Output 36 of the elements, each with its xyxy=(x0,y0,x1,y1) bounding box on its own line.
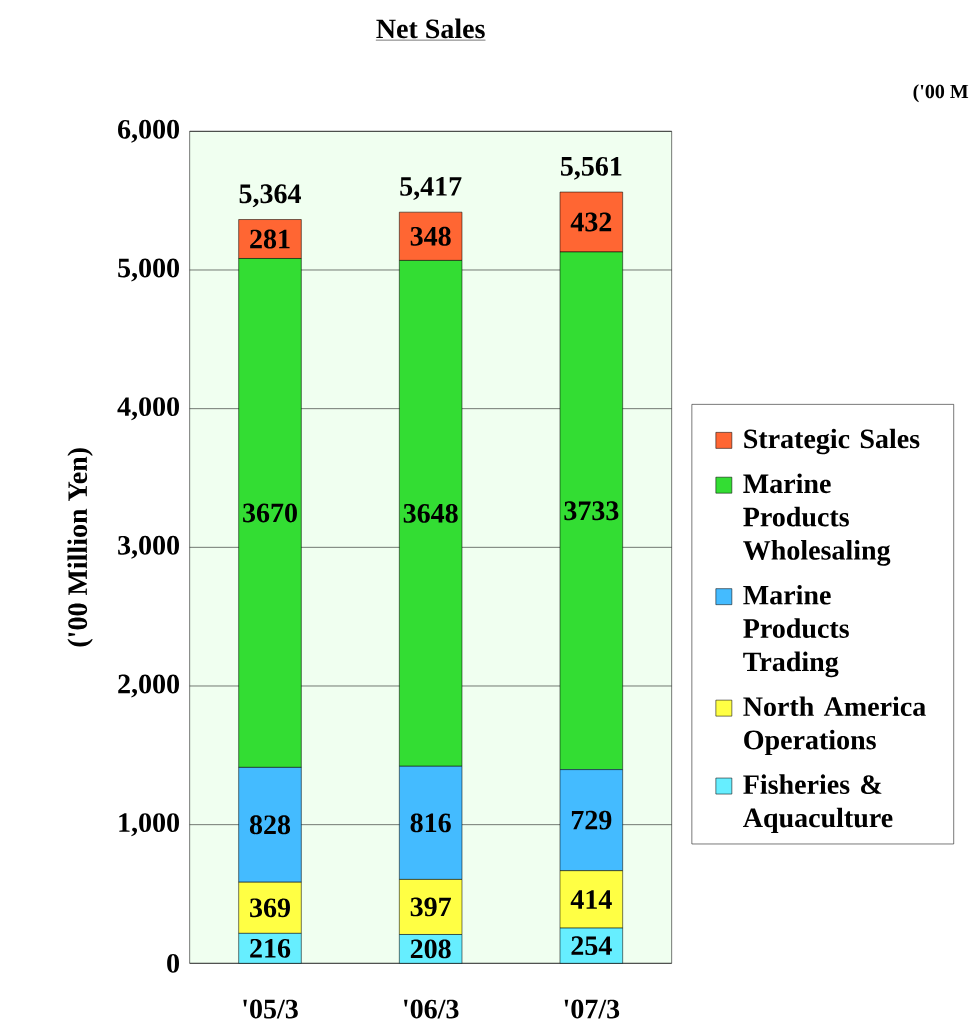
y-tick-label: 3,000 xyxy=(118,535,180,559)
data-label: 816 xyxy=(410,813,451,833)
data-label: 432 xyxy=(570,212,612,232)
total-label: 5,417 xyxy=(400,177,462,200)
y-tick-label: 6,000 xyxy=(118,119,180,143)
legend-label: Fisheries & Aquaculture xyxy=(743,774,893,834)
data-label: 3733 xyxy=(564,501,619,521)
data-label: 281 xyxy=(250,229,290,249)
total-label: 5,561 xyxy=(560,156,622,180)
legend-label: Marine Products Trading xyxy=(743,584,849,678)
y-tick-label: 1,000 xyxy=(119,813,180,837)
data-label: 348 xyxy=(410,226,451,246)
chart-title: Net Sales xyxy=(376,18,485,39)
data-label: 216 xyxy=(250,938,291,958)
y-tick-label: 2,000 xyxy=(118,674,180,698)
x-tick-label: '06/3 xyxy=(404,999,459,1019)
total-label: 5,364 xyxy=(239,184,301,208)
data-label: 828 xyxy=(249,815,291,835)
legend-label: Marine Products Wholesaling xyxy=(743,473,891,566)
data-label: 254 xyxy=(571,936,612,956)
y-tick-label: 4,000 xyxy=(117,397,180,421)
data-label: 729 xyxy=(571,810,612,830)
x-tick-label: '07/3 xyxy=(564,999,620,1019)
x-tick-label: '05/3 xyxy=(243,999,298,1019)
legend-label: North America Operations xyxy=(743,696,926,756)
data-label: 369 xyxy=(250,898,290,918)
data-label: 3648 xyxy=(403,503,458,523)
data-label: 208 xyxy=(410,939,451,959)
data-label: 3670 xyxy=(243,503,297,523)
data-label: 414 xyxy=(570,890,612,909)
y-tick-label: 0 xyxy=(167,953,180,973)
y-tick-label: 5,000 xyxy=(118,258,180,282)
text: ('00 M xyxy=(913,84,969,103)
y-axis-title: ('00 Million Yen) xyxy=(67,448,93,647)
legend-label: Strategic Sales xyxy=(744,428,920,455)
data-label: 397 xyxy=(410,897,451,917)
